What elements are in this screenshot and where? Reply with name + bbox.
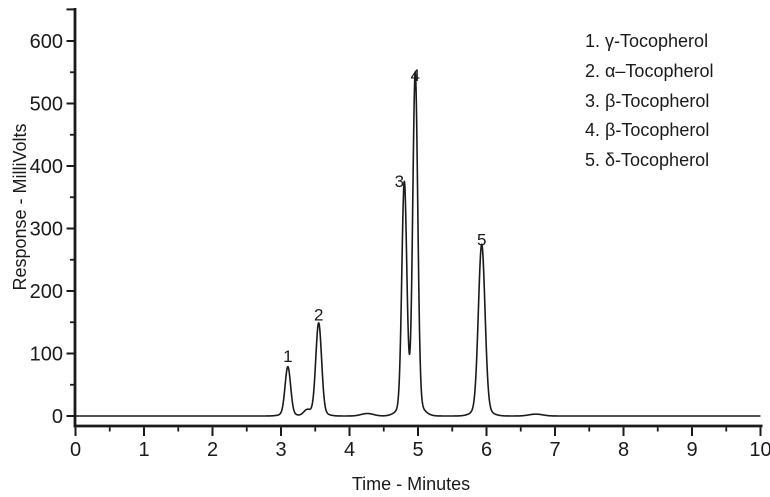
chromatogram-trace (74, 71, 762, 417)
legend-item-1: 1. γ-Tocopherol (585, 31, 709, 51)
legend-item-2: 2. α–Tocopherol (585, 60, 714, 81)
x-tick-label: 9 (686, 439, 697, 461)
y-tick-label: 400 (30, 156, 63, 178)
x-tick-label: 3 (275, 439, 286, 461)
x-tick-label: 7 (549, 439, 560, 461)
x-tick-label: 1 (138, 439, 149, 461)
x-tick-label: 6 (481, 439, 492, 461)
y-tick-label: 600 (30, 31, 63, 53)
legend-item-4: 4. β-Tocopherol (585, 120, 710, 141)
x-tick-label: 4 (344, 439, 355, 461)
y-tick-label: 100 (30, 344, 63, 366)
y-tick-label: 300 (30, 219, 63, 241)
peak-label-4: 4 (411, 66, 420, 85)
legend: 1. γ-Tocopherol 2. α–Tocopherol 3. β-Toc… (585, 27, 714, 176)
y-tick-label: 500 (30, 94, 63, 116)
peak-label-1: 1 (283, 347, 292, 366)
x-tick-label: 8 (618, 439, 629, 461)
peak-label-5: 5 (477, 230, 486, 249)
x-tick-label: 10 (749, 439, 770, 461)
legend-item-3: 3. β-Tocopherol (585, 90, 710, 111)
x-tick-label: 2 (207, 439, 218, 461)
x-axis-title: Time - Minutes (351, 474, 471, 494)
y-tick-label: 200 (30, 281, 63, 303)
x-tick-label: 0 (70, 439, 81, 461)
y-axis-title: Response - MilliVolts (10, 123, 30, 291)
x-tick-label: 5 (412, 439, 423, 461)
legend-item-5: 5. δ-Tocopherol (585, 150, 710, 171)
peak-label-3: 3 (395, 172, 404, 191)
peak-label-2: 2 (314, 305, 323, 324)
y-tick-label: 0 (52, 406, 63, 428)
